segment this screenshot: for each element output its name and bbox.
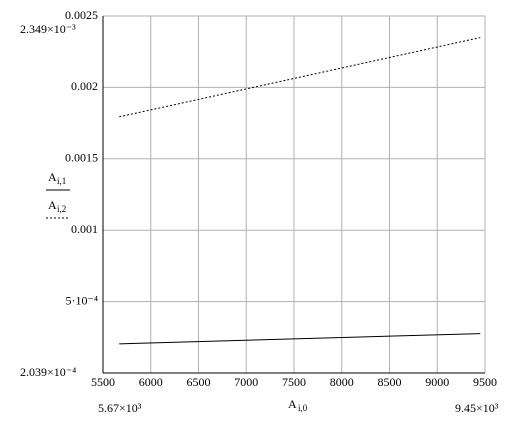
x-tick-label: 6000 [139, 375, 163, 389]
x-tick-label: 8000 [330, 375, 354, 389]
y-tick-label: 0.0025 [65, 8, 98, 22]
x-tick-label: 7500 [282, 375, 306, 389]
y-tick-label: 0.001 [71, 222, 98, 236]
y-max-corner-label: 2.349×10⁻³ [20, 22, 76, 36]
x-tick-label: 9000 [425, 375, 449, 389]
x-max-corner-label: 9.45×10³ [455, 401, 499, 415]
x-tick-label: 7000 [234, 375, 258, 389]
y-tick-label: 5·10⁻⁴ [65, 293, 98, 307]
x-axis-label: A [288, 397, 297, 411]
x-min-corner-label: 5.67×10³ [98, 401, 142, 415]
line-series [119, 333, 481, 345]
y-min-corner-label: 2.039×10⁻⁴ [20, 365, 76, 379]
legend-label-sub: i,1 [57, 176, 66, 186]
x-tick-label: 9500 [473, 375, 497, 389]
x-tick-label: 6500 [187, 375, 211, 389]
x-axis-label-sub: i,0 [298, 403, 308, 413]
y-tick-label: 0.002 [71, 79, 98, 93]
x-tick-label: 8500 [378, 375, 402, 389]
x-tick-label: 5500 [91, 375, 115, 389]
legend-label: A [48, 170, 57, 184]
legend-label: A [48, 198, 57, 212]
y-tick-label: 0.0015 [65, 151, 98, 165]
legend-label-sub: i,2 [57, 204, 66, 214]
line-series [119, 37, 481, 118]
